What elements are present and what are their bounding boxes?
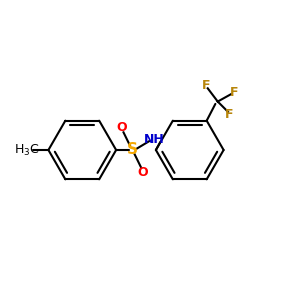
Text: F: F <box>230 86 238 99</box>
Text: S: S <box>127 142 138 158</box>
Text: O: O <box>137 166 148 178</box>
Text: F: F <box>202 79 210 92</box>
Text: NH: NH <box>144 133 165 146</box>
Text: F: F <box>225 108 234 121</box>
Text: H$_3$C: H$_3$C <box>14 142 39 158</box>
Text: O: O <box>117 122 127 134</box>
